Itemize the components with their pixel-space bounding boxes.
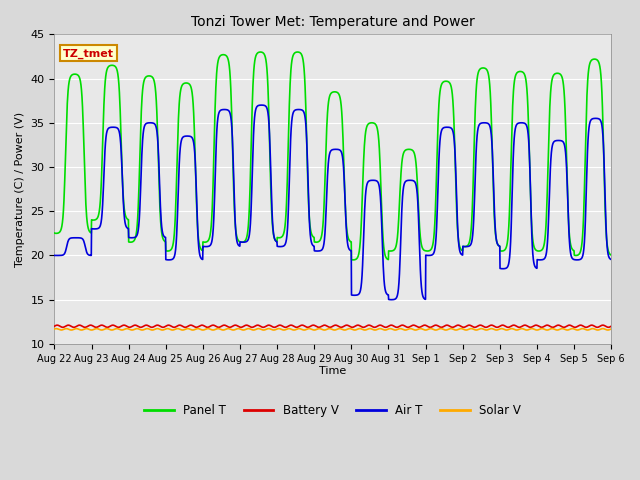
Battery V — [495, 324, 502, 330]
Line: Air T: Air T — [54, 105, 611, 300]
Air T — [206, 243, 214, 249]
Air T — [388, 297, 396, 302]
Y-axis label: Temperature (C) / Power (V): Temperature (C) / Power (V) — [15, 111, 25, 267]
Battery V — [559, 324, 566, 330]
Battery V — [159, 324, 167, 330]
Solar V — [51, 326, 58, 332]
Panel T — [607, 252, 615, 258]
Battery V — [349, 324, 357, 330]
Panel T — [206, 234, 214, 240]
Panel T — [349, 257, 357, 263]
Solar V — [607, 326, 615, 332]
Solar V — [184, 326, 191, 332]
Solar V — [206, 326, 214, 332]
Battery V — [206, 324, 214, 329]
X-axis label: Time: Time — [319, 366, 346, 376]
Air T — [362, 197, 369, 203]
Battery V — [574, 323, 582, 329]
Solar V — [574, 327, 582, 333]
Solar V — [559, 326, 566, 332]
Line: Panel T: Panel T — [54, 52, 611, 260]
Line: Solar V: Solar V — [54, 329, 611, 330]
Battery V — [607, 324, 615, 329]
Title: Tonzi Tower Met: Temperature and Power: Tonzi Tower Met: Temperature and Power — [191, 15, 475, 29]
Air T — [349, 292, 357, 298]
Panel T — [257, 49, 264, 55]
Air T — [258, 102, 266, 108]
Air T — [51, 252, 58, 258]
Solar V — [349, 327, 357, 333]
Battery V — [51, 324, 58, 329]
Battery V — [499, 322, 506, 328]
Legend: Panel T, Battery V, Air T, Solar V: Panel T, Battery V, Air T, Solar V — [140, 399, 526, 422]
Panel T — [349, 257, 357, 263]
Panel T — [362, 131, 369, 136]
Panel T — [495, 243, 503, 249]
Solar V — [483, 327, 490, 333]
Solar V — [495, 326, 503, 332]
Air T — [495, 243, 503, 249]
Line: Battery V: Battery V — [54, 325, 611, 327]
Air T — [607, 257, 615, 263]
Panel T — [51, 230, 58, 236]
Battery V — [362, 324, 369, 330]
Panel T — [574, 252, 582, 258]
Panel T — [559, 76, 566, 82]
Air T — [559, 138, 566, 144]
Solar V — [362, 327, 369, 333]
Text: TZ_tmet: TZ_tmet — [63, 48, 114, 59]
Air T — [574, 257, 582, 263]
